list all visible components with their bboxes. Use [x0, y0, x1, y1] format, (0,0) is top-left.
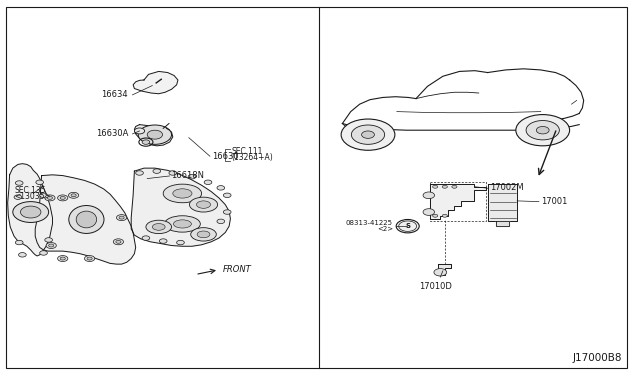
Circle shape [177, 240, 184, 245]
Circle shape [20, 206, 41, 218]
Circle shape [142, 140, 150, 144]
Circle shape [119, 216, 124, 219]
Ellipse shape [164, 216, 200, 232]
Circle shape [40, 193, 47, 198]
Circle shape [13, 202, 49, 222]
Circle shape [341, 119, 395, 150]
Circle shape [526, 121, 559, 140]
Circle shape [362, 131, 374, 138]
Ellipse shape [196, 201, 211, 208]
Circle shape [147, 130, 163, 139]
Circle shape [84, 256, 95, 262]
Circle shape [516, 115, 570, 146]
Ellipse shape [146, 220, 172, 234]
Text: SEC.135: SEC.135 [14, 186, 45, 195]
Text: 17001: 17001 [541, 197, 567, 206]
Text: (13264+A): (13264+A) [232, 153, 273, 162]
Text: 16634: 16634 [101, 90, 128, 99]
Circle shape [159, 239, 167, 243]
Circle shape [40, 251, 47, 255]
Circle shape [45, 238, 52, 242]
Polygon shape [134, 125, 173, 146]
Ellipse shape [189, 197, 218, 212]
Ellipse shape [76, 211, 97, 228]
Text: FRONT: FRONT [223, 265, 252, 274]
Circle shape [46, 243, 56, 248]
Polygon shape [430, 184, 486, 219]
Circle shape [188, 174, 196, 179]
Circle shape [536, 126, 549, 134]
Circle shape [442, 214, 447, 217]
Text: <13035>: <13035> [14, 192, 51, 201]
Polygon shape [8, 164, 52, 256]
Circle shape [423, 209, 435, 215]
Circle shape [223, 210, 231, 214]
Circle shape [433, 214, 438, 217]
Text: 16618N: 16618N [172, 171, 205, 180]
Circle shape [134, 128, 145, 134]
Ellipse shape [152, 224, 165, 230]
Circle shape [452, 185, 457, 188]
Ellipse shape [173, 189, 192, 198]
Ellipse shape [69, 205, 104, 234]
Circle shape [49, 244, 54, 247]
Circle shape [217, 186, 225, 190]
Circle shape [15, 240, 23, 245]
Circle shape [60, 196, 65, 199]
Circle shape [15, 181, 23, 185]
Circle shape [58, 256, 68, 262]
Circle shape [87, 257, 92, 260]
Circle shape [217, 219, 225, 224]
Circle shape [113, 239, 124, 245]
Circle shape [45, 195, 55, 201]
Text: J17000B8: J17000B8 [573, 353, 622, 363]
Circle shape [14, 195, 22, 199]
Circle shape [351, 125, 385, 144]
Circle shape [47, 196, 52, 199]
Circle shape [142, 236, 150, 240]
Text: 17010D: 17010D [419, 282, 452, 291]
Circle shape [423, 192, 435, 199]
Polygon shape [488, 184, 517, 221]
Circle shape [204, 180, 212, 185]
Text: 16630A: 16630A [95, 129, 128, 138]
Polygon shape [438, 264, 451, 275]
Text: 08313-41225: 08313-41225 [346, 220, 393, 226]
Circle shape [223, 193, 231, 198]
Polygon shape [35, 175, 136, 264]
Circle shape [169, 171, 177, 175]
Ellipse shape [191, 228, 216, 241]
Circle shape [58, 195, 68, 201]
Text: 16630: 16630 [212, 152, 239, 161]
Polygon shape [131, 168, 230, 246]
Circle shape [68, 192, 79, 198]
Circle shape [116, 240, 121, 243]
Text: <2>: <2> [377, 226, 393, 232]
Text: 17002M: 17002M [490, 183, 524, 192]
Circle shape [116, 215, 127, 221]
Circle shape [396, 219, 419, 233]
Text: SEC.111: SEC.111 [232, 147, 263, 156]
Polygon shape [496, 221, 509, 226]
Circle shape [36, 180, 44, 185]
Polygon shape [133, 71, 178, 94]
Circle shape [153, 169, 161, 173]
Ellipse shape [197, 231, 210, 238]
Circle shape [60, 257, 65, 260]
Circle shape [433, 185, 438, 188]
Circle shape [442, 185, 447, 188]
Ellipse shape [173, 220, 191, 228]
Circle shape [136, 171, 143, 175]
Circle shape [71, 194, 76, 197]
Text: S: S [405, 223, 410, 229]
Circle shape [19, 253, 26, 257]
Circle shape [138, 125, 172, 144]
Ellipse shape [163, 184, 202, 203]
Circle shape [434, 269, 447, 276]
